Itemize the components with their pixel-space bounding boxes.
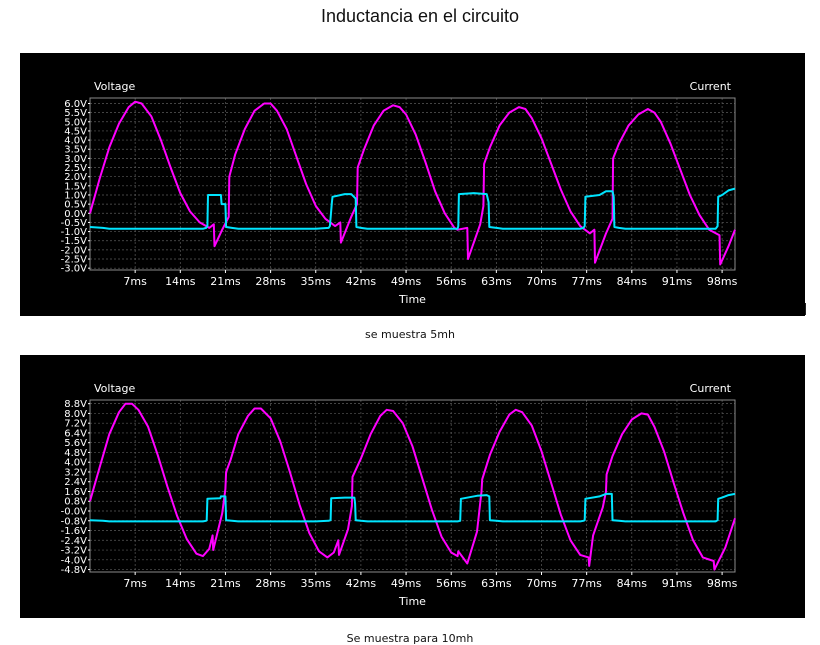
y-tick-label: 3.0V [64, 154, 87, 165]
x-tick-label: 91ms [662, 275, 693, 288]
y-tick-label: -0.5V [61, 218, 88, 229]
y-tick-label: -4.0V [61, 555, 88, 566]
y-tick-label: -2.0V [61, 245, 88, 256]
x-tick-label: 56ms [436, 577, 467, 590]
current-series-line [89, 187, 736, 230]
y-tick-label: -1.0V [61, 227, 88, 238]
left-axis-label: Voltage [94, 382, 135, 395]
x-axis-title: Time [398, 293, 426, 306]
x-tick-label: 7ms [123, 275, 147, 288]
left-axis-label: Voltage [94, 80, 135, 93]
x-tick-label: 56ms [436, 275, 467, 288]
y-tick-label: -0.0V [61, 507, 88, 518]
x-tick-label: 28ms [255, 275, 286, 288]
y-tick-label: 6.4V [64, 428, 87, 439]
x-tick-label: 21ms [210, 577, 241, 590]
y-tick-label: 1.6V [64, 487, 87, 498]
y-tick-label: -3.2V [61, 546, 88, 557]
chart-caption-5mh: se muestra 5mh [365, 328, 455, 341]
x-tick-label: 84ms [617, 577, 648, 590]
chart-svg-5mh: Voltage Current 6.0V5.5V5.0V4.5V4.0V3.5V3.… [61, 80, 738, 306]
x-tick-label: 70ms [526, 275, 557, 288]
plot-frame [89, 97, 736, 271]
x-tick-label: 35ms [301, 577, 332, 590]
y-tick-label: 0.0V [64, 209, 87, 220]
y-tick-label: 0.5V [64, 200, 87, 211]
x-tick-label: 42ms [346, 577, 377, 590]
x-tick-label: 42ms [346, 275, 377, 288]
x-tick-label: 35ms [301, 275, 332, 288]
x-tick-label: 84ms [617, 275, 648, 288]
x-tick-label: 77ms [571, 275, 602, 288]
page-title: Inductancia en el circuito [320, 6, 520, 26]
x-tick-label: 14ms [165, 275, 196, 288]
y-tick-label: -2.5V [61, 255, 88, 266]
x-tick-label: 98ms [707, 577, 738, 590]
x-tick-label: 49ms [391, 577, 422, 590]
y-tick-label: -0.8V [61, 516, 88, 527]
chart-svg-10mh: Voltage Current 8.8V8.0V7.2V6.4V5.6V4.8V4.… [61, 382, 738, 608]
y-tick-label: 8.0V [64, 409, 87, 420]
x-tick-label: 14ms [165, 577, 196, 590]
y-tick-label: 1.0V [64, 190, 87, 201]
y-tick-label: -1.5V [61, 236, 88, 247]
y-tick-label: 4.8V [64, 448, 87, 459]
x-tick-label: 63ms [481, 275, 512, 288]
y-tick-label: 7.2V [64, 419, 87, 430]
x-tick-label: 70ms [526, 577, 557, 590]
current-series-line [89, 492, 736, 523]
y-tick-label: 2.5V [64, 163, 87, 174]
y-tick-label: 3.5V [64, 145, 87, 156]
y-tick-label: -3.0V [61, 264, 88, 275]
x-tick-label: 49ms [391, 275, 422, 288]
y-tick-label: -1.6V [61, 526, 88, 537]
y-tick-label: 0.8V [64, 497, 87, 508]
y-tick-label: 8.8V [64, 399, 87, 410]
y-tick-label: 5.5V [64, 108, 87, 119]
voltage-series-line [89, 100, 736, 266]
voltage-series-line [89, 402, 736, 571]
y-tick-label: 6.0V [64, 99, 87, 110]
oscilloscope-chart-5mh: Voltage Current 6.0V 5.5V 5.0V 4.5V 4.0V 3.5V 3.… [20, 53, 805, 316]
y-tick-label: 2.4V [64, 477, 87, 488]
x-tick-label: 63ms [481, 577, 512, 590]
y-tick-label: 5.0V [64, 117, 87, 128]
y-tick-label: 4.0V [64, 458, 87, 469]
x-tick-label: 98ms [707, 275, 738, 288]
x-tick-label: 77ms [571, 577, 602, 590]
y-tick-label: 1.5V [64, 181, 87, 192]
x-tick-label: 21ms [210, 275, 241, 288]
oscilloscope-chart-10mh: Voltage Current 8.8V 8.0V 7.2V 6.4V 5.6V 4.8V 4.… [20, 355, 805, 618]
plot-frame [89, 399, 736, 573]
y-tick-label: 4.0V [64, 136, 87, 147]
y-tick-label: 2.0V [64, 172, 87, 183]
divider-mark [805, 303, 806, 315]
y-tick-label: -2.4V [61, 536, 88, 547]
chart-caption-10mh: Se muestra para 10mh [346, 632, 474, 645]
right-axis-label: Current [690, 382, 732, 395]
x-tick-label: 28ms [255, 577, 286, 590]
y-tick-label: -4.8V [61, 565, 88, 576]
y-tick-label: 3.2V [64, 467, 87, 478]
y-tick-label: 4.5V [64, 126, 87, 137]
right-axis-label: Current [690, 80, 732, 93]
x-tick-label: 7ms [123, 577, 147, 590]
y-tick-label: 5.6V [64, 438, 87, 449]
x-axis-title: Time [398, 595, 426, 608]
x-tick-label: 91ms [662, 577, 693, 590]
